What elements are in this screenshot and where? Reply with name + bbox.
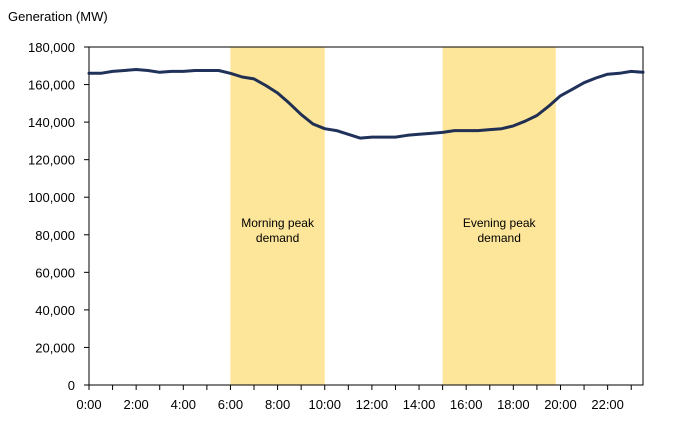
y-tick-label: 60,000	[35, 265, 75, 280]
band-label-line: demand	[256, 231, 299, 245]
y-tick-label: 140,000	[28, 115, 75, 130]
data-point	[253, 77, 256, 80]
data-point	[194, 69, 197, 72]
y-tick-label: 180,000	[28, 40, 75, 55]
series-group	[87, 68, 645, 140]
data-point	[158, 71, 161, 74]
y-tick-label: 120,000	[28, 153, 75, 168]
data-point	[347, 133, 350, 136]
data-point	[323, 127, 326, 130]
x-tick-label: 0:00	[76, 397, 101, 412]
x-tick-label: 22:00	[591, 397, 624, 412]
x-tick-label: 18:00	[497, 397, 530, 412]
band-label-line: Evening peak	[463, 216, 537, 230]
y-tick-label: 80,000	[35, 228, 75, 243]
peak-band	[230, 47, 325, 385]
data-point	[170, 70, 173, 73]
data-point	[288, 102, 291, 105]
data-point	[135, 68, 138, 71]
data-point	[441, 131, 444, 134]
data-point	[512, 124, 515, 127]
series-line	[87, 68, 645, 140]
data-point	[559, 94, 562, 97]
y-tick-label: 160,000	[28, 78, 75, 93]
data-point	[453, 129, 456, 132]
data-point	[182, 70, 185, 73]
data-point	[99, 72, 102, 75]
y-tick-label: 20,000	[35, 340, 75, 355]
x-tick-label: 14:00	[403, 397, 436, 412]
data-point	[571, 88, 574, 91]
y-tick-label: 0	[68, 378, 75, 393]
peak-band	[442, 47, 556, 385]
x-tick-label: 10:00	[308, 397, 341, 412]
data-point	[123, 69, 126, 72]
data-point	[229, 72, 232, 75]
data-point	[418, 133, 421, 136]
band-label: Evening peak demand	[463, 216, 537, 245]
data-point	[88, 72, 91, 75]
y-unit-label: Generation (MW)	[8, 9, 108, 24]
x-tick-label: 2:00	[123, 397, 148, 412]
data-point	[594, 76, 597, 79]
band-label-line: Morning peak	[241, 216, 315, 230]
data-point	[370, 136, 373, 139]
x-tick-label: 6:00	[218, 397, 243, 412]
x-axis: 0:00 2:00 4:00 6:00 8:00 10:00 12:00 14:00 16:00…	[76, 385, 632, 412]
data-point	[642, 71, 645, 74]
data-point	[382, 136, 385, 139]
data-point	[241, 76, 244, 79]
data-point	[335, 129, 338, 132]
data-point	[500, 127, 503, 130]
data-point	[217, 69, 220, 72]
plot-frame	[88, 46, 644, 386]
x-tick-label: 4:00	[171, 397, 196, 412]
y-tick-label: 100,000	[28, 190, 75, 205]
data-point	[264, 84, 267, 87]
data-point	[300, 113, 303, 116]
data-point	[618, 72, 621, 75]
data-point	[205, 69, 208, 72]
data-point	[276, 92, 279, 95]
y-axis: 0 20,000 40,000 60,000 80,000 100,000 120,000 1…	[28, 40, 89, 393]
data-point	[311, 122, 314, 125]
data-point	[606, 73, 609, 76]
data-point	[429, 132, 432, 135]
data-point	[524, 120, 527, 123]
data-point	[406, 134, 409, 137]
x-tick-label: 20:00	[544, 397, 577, 412]
data-point	[476, 129, 479, 132]
data-point	[394, 136, 397, 139]
x-tick-label: 12:00	[356, 397, 389, 412]
data-point	[488, 128, 491, 131]
x-tick-label: 8:00	[265, 397, 290, 412]
data-point	[630, 70, 633, 73]
x-tick-label: 16:00	[450, 397, 483, 412]
band-label-line: demand	[478, 231, 521, 245]
band-label: Morning peak demand	[241, 216, 315, 245]
data-point	[583, 81, 586, 84]
data-point	[359, 137, 362, 140]
data-point	[547, 105, 550, 108]
data-point	[111, 70, 114, 73]
data-point	[535, 114, 538, 117]
data-point	[465, 129, 468, 132]
data-point	[146, 69, 149, 72]
y-tick-label: 40,000	[35, 303, 75, 318]
